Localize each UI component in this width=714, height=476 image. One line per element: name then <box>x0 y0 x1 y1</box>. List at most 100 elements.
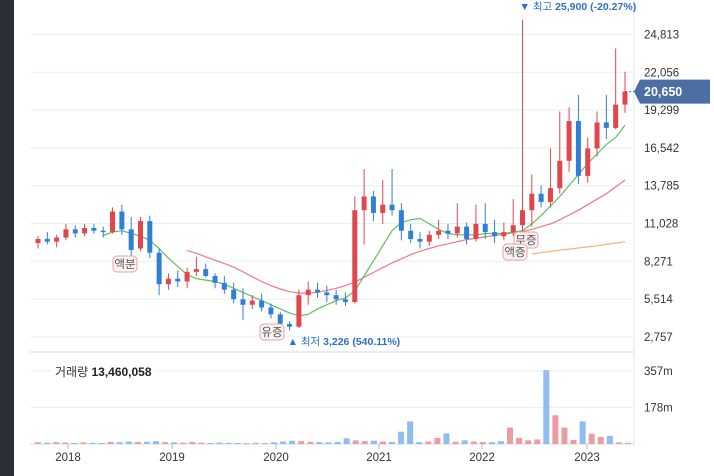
current-price-label: 20,650 <box>644 85 682 99</box>
candlestick-series[interactable] <box>35 19 628 331</box>
volume-series[interactable] <box>35 370 631 445</box>
candle-body <box>147 221 153 253</box>
time-axis: 2018 2019 2020 2021 2022 2023 <box>55 444 600 464</box>
candle-body <box>110 211 116 233</box>
candle-body <box>473 223 479 239</box>
volume-bar <box>243 443 250 445</box>
candle-body <box>436 230 442 235</box>
candle-body <box>212 275 218 283</box>
volume-bar <box>389 441 395 444</box>
volume-tick-label: 357m <box>644 366 673 378</box>
moving-average-long-line <box>186 179 626 294</box>
candle <box>231 282 237 304</box>
candle <box>389 169 395 216</box>
candle-body <box>240 299 246 305</box>
volume-bar <box>516 437 523 444</box>
price-tick-label: 19,299 <box>644 105 679 117</box>
candle <box>35 236 41 249</box>
price-axis: 24,813 22,056 19,299 16,542 13,785 11,028 8,27… <box>644 29 679 343</box>
candle-body <box>296 295 302 327</box>
volume-bar <box>252 442 259 444</box>
volume-bar <box>452 441 459 444</box>
volume-bar <box>116 442 123 444</box>
candle-body <box>613 104 619 128</box>
candle-body <box>91 227 97 231</box>
volume-bar <box>62 442 69 444</box>
candle <box>482 203 488 239</box>
moving-average-short-line <box>102 124 626 317</box>
candle-body <box>128 229 134 250</box>
candle-body <box>389 204 395 211</box>
candle-body <box>520 210 526 226</box>
volume-bar <box>570 439 577 444</box>
candle <box>259 293 265 312</box>
candle-body <box>352 210 358 303</box>
price-tick-label: 22,056 <box>644 67 679 79</box>
candle-body <box>370 196 376 213</box>
candle <box>557 111 563 194</box>
volume-bar <box>198 442 205 444</box>
low-marker-arrow: ▲ <box>288 336 301 348</box>
candle-body <box>575 121 581 176</box>
price-gridlines <box>30 0 635 446</box>
candle <box>520 19 526 238</box>
candle <box>501 222 507 241</box>
candle-body <box>100 230 106 233</box>
event-tag-text: 액분 <box>114 258 135 271</box>
candle-body <box>585 148 591 176</box>
candle <box>137 217 143 252</box>
candle-body <box>622 91 628 105</box>
candle-body <box>557 160 563 189</box>
volume-bar <box>280 441 287 444</box>
volume-bar <box>44 442 51 444</box>
candle-body <box>445 230 451 234</box>
low-marker-label: 최저 <box>301 336 323 348</box>
candle <box>175 270 181 287</box>
candle-body <box>268 307 274 315</box>
volume-bar <box>271 442 277 444</box>
x-tick-label: 2018 <box>55 452 81 464</box>
volume-bar <box>543 370 550 444</box>
candle-body <box>603 122 609 128</box>
candle <box>268 303 274 319</box>
volume-bar <box>298 441 305 444</box>
candle <box>305 281 311 305</box>
volume-bar <box>488 442 495 444</box>
volume-bar <box>180 442 187 444</box>
candle-body <box>380 204 386 213</box>
candle <box>221 275 227 294</box>
candle <box>492 219 498 244</box>
candle <box>566 107 572 172</box>
candle-body <box>221 282 227 290</box>
event-tag-box <box>112 255 138 273</box>
volume-bar <box>153 441 159 444</box>
volume-bar <box>507 427 513 444</box>
candle <box>203 263 209 278</box>
volume-bar <box>189 441 196 444</box>
volume-bar <box>470 441 477 444</box>
price-tick-label: 5,514 <box>644 294 673 306</box>
volume-bar <box>552 415 559 444</box>
volume-bar <box>606 435 613 444</box>
candle <box>193 256 199 276</box>
candle-body <box>137 221 143 249</box>
candle-body <box>54 237 60 242</box>
candle-body <box>165 278 171 285</box>
x-tick-label: 2022 <box>469 452 495 464</box>
volume-bar <box>361 441 368 444</box>
candle <box>333 289 339 305</box>
event-tag-split: 액분 <box>112 255 138 273</box>
candle <box>361 169 367 245</box>
candle <box>147 215 153 259</box>
candle <box>119 204 125 235</box>
x-tick-label: 2023 <box>574 452 600 464</box>
event-tag-other: 액증 <box>502 243 528 261</box>
candle-body <box>324 292 330 296</box>
price-tick-label: 13,785 <box>644 181 679 193</box>
volume-bar <box>443 433 450 444</box>
volume-value: 13,460,058 <box>91 365 152 379</box>
candle <box>324 285 330 303</box>
volume-bar <box>107 441 114 444</box>
candle <box>613 48 619 130</box>
